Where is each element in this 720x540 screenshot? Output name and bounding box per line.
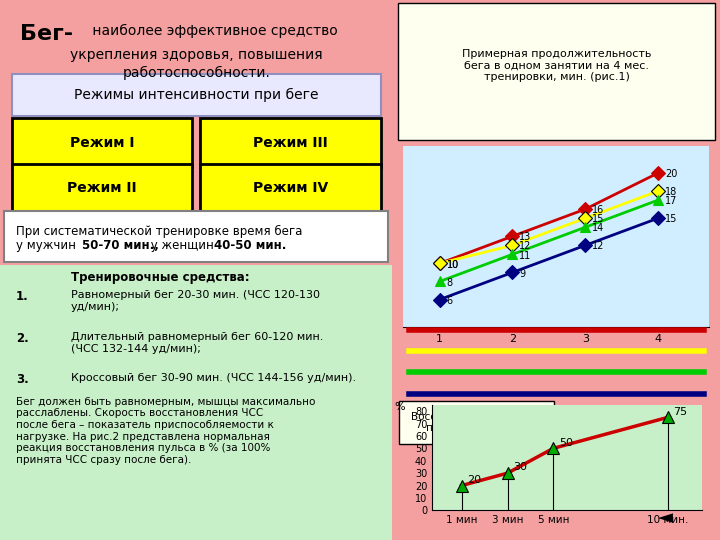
FancyBboxPatch shape (0, 265, 392, 540)
Text: Равномерный бег 20-30 мин. (ЧСС 120-130
уд/мин);: Равномерный бег 20-30 мин. (ЧСС 120-130 … (71, 290, 320, 312)
Text: 10: 10 (446, 260, 459, 269)
Text: Режим II: Режим II (67, 181, 137, 195)
Text: Режим III: Режим III (253, 136, 328, 150)
FancyBboxPatch shape (200, 118, 381, 167)
FancyBboxPatch shape (4, 211, 389, 262)
FancyBboxPatch shape (200, 164, 381, 213)
Text: ◄: ◄ (658, 508, 672, 528)
Text: Режимы интенсивности при беге: Режимы интенсивности при беге (74, 88, 318, 102)
Text: 6: 6 (446, 296, 453, 306)
Text: 2.: 2. (16, 332, 29, 345)
Text: 75: 75 (673, 407, 688, 417)
Text: Тренировочные средства:: Тренировочные средства: (71, 271, 249, 284)
Text: 12: 12 (593, 241, 605, 252)
Text: 14: 14 (593, 224, 605, 233)
Text: Кроссовый бег 30-90 мин. (ЧСС 144-156 уд/мин).: Кроссовый бег 30-90 мин. (ЧСС 144-156 уд… (71, 373, 356, 383)
Text: 13: 13 (519, 232, 531, 242)
Text: 30: 30 (513, 462, 527, 472)
Text: у женщин: у женщин (147, 239, 222, 252)
Text: 18: 18 (665, 187, 678, 197)
Text: Режим I: Режим I (70, 136, 134, 150)
Text: у мужчин: у мужчин (16, 239, 83, 252)
FancyBboxPatch shape (398, 3, 715, 140)
Text: 11: 11 (519, 251, 531, 260)
FancyBboxPatch shape (12, 118, 192, 167)
Text: наиболее эффективное средство: наиболее эффективное средство (89, 24, 338, 38)
FancyBboxPatch shape (12, 74, 381, 116)
Text: %: % (395, 402, 405, 413)
Text: 40-50 мин.: 40-50 мин. (214, 239, 287, 252)
Text: 50: 50 (559, 437, 573, 448)
Text: 12: 12 (519, 241, 532, 252)
FancyBboxPatch shape (399, 401, 554, 444)
Text: 16: 16 (593, 205, 605, 215)
Text: 10: 10 (446, 260, 459, 269)
Text: При систематической тренировке время бега: При систематической тренировке время бег… (16, 225, 302, 238)
Text: укрепления здоровья, повышения: укрепления здоровья, повышения (70, 48, 323, 62)
Text: работоспособности.: работоспособности. (122, 66, 270, 80)
Text: 15: 15 (665, 214, 678, 224)
Text: 9: 9 (519, 268, 526, 279)
Text: 15: 15 (593, 214, 605, 224)
Text: 17: 17 (665, 196, 678, 206)
Text: Восстановление пульса
после бега (рис.2): Восстановление пульса после бега (рис.2) (411, 411, 542, 433)
Text: 3.: 3. (16, 373, 29, 386)
Text: 8: 8 (446, 278, 453, 288)
Text: Бег должен быть равномерным, мышцы максимально
расслаблены. Скорость восстановле: Бег должен быть равномерным, мышцы макси… (16, 397, 315, 465)
FancyBboxPatch shape (12, 164, 192, 213)
Text: 20: 20 (665, 169, 678, 179)
Text: Бег-: Бег- (19, 24, 73, 44)
Text: Длительный равномерный бег 60-120 мин.
(ЧСС 132-144 уд/мин);: Длительный равномерный бег 60-120 мин. (… (71, 332, 323, 354)
Text: Примерная продолжительность
бега в одном занятии на 4 мес.
тренировки, мин. (рис: Примерная продолжительность бега в одном… (462, 49, 652, 82)
Text: 20: 20 (467, 475, 482, 485)
Text: Режим IV: Режим IV (253, 181, 328, 195)
Text: 1.: 1. (16, 290, 29, 303)
Text: 50-70 мин.,: 50-70 мин., (82, 239, 159, 252)
